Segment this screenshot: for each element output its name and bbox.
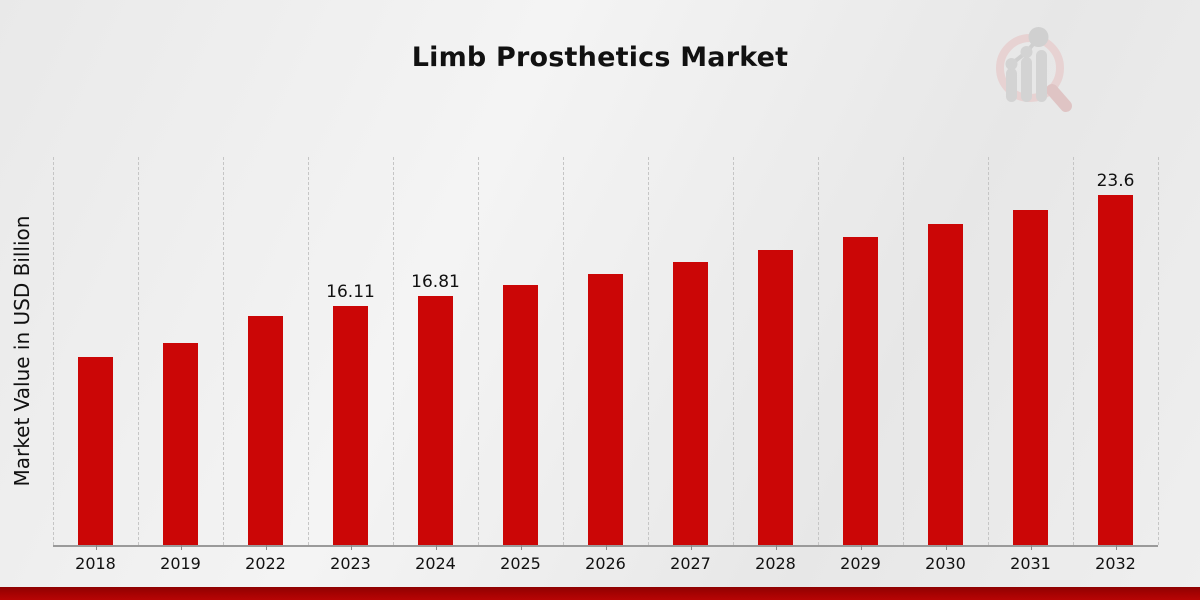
bar-2018 xyxy=(78,357,113,545)
chart-title: Limb Prosthetics Market xyxy=(411,42,789,73)
bar-2026 xyxy=(588,274,623,545)
gridline xyxy=(733,157,734,545)
gridline xyxy=(223,157,224,545)
x-axis-tick xyxy=(945,545,947,550)
bar-2032 xyxy=(1098,195,1133,545)
x-tick-label-2026: 2026 xyxy=(585,554,626,573)
bar-2030 xyxy=(928,224,963,545)
x-tick-label-2019: 2019 xyxy=(160,554,201,573)
x-axis-tick xyxy=(860,545,862,550)
gridline xyxy=(903,157,904,545)
bar-2031 xyxy=(1013,210,1048,545)
bar-2028 xyxy=(758,250,793,545)
bar-2023 xyxy=(333,306,368,545)
bar-2024 xyxy=(418,296,453,545)
x-tick-label-2028: 2028 xyxy=(755,554,796,573)
x-tick-label-2029: 2029 xyxy=(840,554,881,573)
gridline xyxy=(648,157,649,545)
gridline xyxy=(1073,157,1074,545)
gridline xyxy=(478,157,479,545)
x-axis-tick xyxy=(180,545,182,550)
x-axis-tick xyxy=(690,545,692,550)
x-tick-label-2023: 2023 xyxy=(330,554,371,573)
x-tick-label-2025: 2025 xyxy=(500,554,541,573)
x-axis-tick xyxy=(1030,545,1032,550)
x-tick-label-2024: 2024 xyxy=(415,554,456,573)
x-axis-tick xyxy=(435,545,437,550)
y-axis-label: Market Value in USD Billion xyxy=(10,215,34,487)
x-axis-tick xyxy=(95,545,97,550)
x-tick-label-2032: 2032 xyxy=(1095,554,1136,573)
gridline xyxy=(138,157,139,545)
x-tick-label-2022: 2022 xyxy=(245,554,286,573)
x-tick-label-2018: 2018 xyxy=(75,554,116,573)
bar-chart-plot-area: 2018 2019 2022 16.11 2023 16.81 2024 2025 2026 20… xyxy=(53,157,1159,573)
x-axis-tick xyxy=(605,545,607,550)
magnifier-bar-chart-logo-icon xyxy=(996,27,1072,112)
bar-2025 xyxy=(503,285,538,545)
bar-value-label: 23.6 xyxy=(1096,171,1135,191)
bar-2029 xyxy=(843,237,878,545)
bar-2022 xyxy=(248,316,283,545)
gridline xyxy=(393,157,394,545)
x-axis-tick xyxy=(350,545,352,550)
gridline xyxy=(1158,157,1159,545)
gridline xyxy=(988,157,989,545)
bar-2019 xyxy=(163,343,198,545)
x-axis-tick xyxy=(1115,545,1117,550)
footer-accent-strip xyxy=(0,587,1200,600)
bar-2027 xyxy=(673,262,708,545)
x-tick-label-2031: 2031 xyxy=(1010,554,1051,573)
gridline xyxy=(53,157,54,545)
x-tick-label-2027: 2027 xyxy=(670,554,711,573)
x-axis-tick xyxy=(520,545,522,550)
x-tick-label-2030: 2030 xyxy=(925,554,966,573)
x-axis-tick xyxy=(265,545,267,550)
gridline xyxy=(308,157,309,545)
bar-value-label: 16.81 xyxy=(411,272,460,292)
bar-value-label: 16.11 xyxy=(326,282,375,302)
x-axis-tick xyxy=(775,545,777,550)
gridline xyxy=(818,157,819,545)
gridline xyxy=(563,157,564,545)
